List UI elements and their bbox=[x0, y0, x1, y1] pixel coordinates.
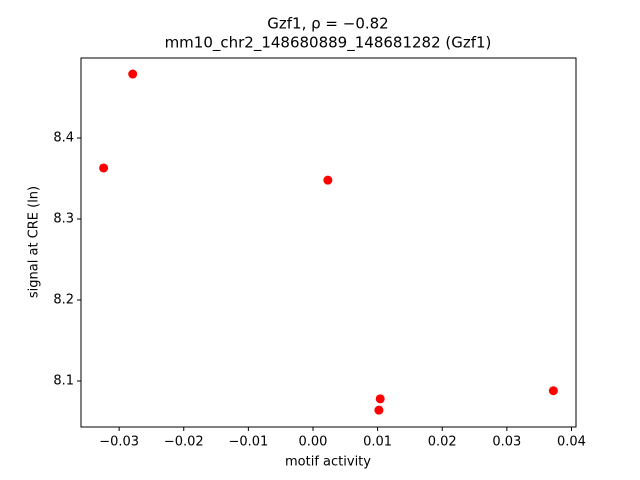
x-tick-label: 0.01 bbox=[363, 435, 392, 450]
y-tick-label: 8.4 bbox=[53, 131, 74, 146]
x-axis-label: motif activity bbox=[285, 455, 371, 470]
point bbox=[323, 175, 333, 185]
chart-title: Gzf1, ρ = −0.82 bbox=[267, 15, 388, 33]
x-tick-label: 0.04 bbox=[557, 435, 586, 450]
point bbox=[374, 405, 384, 415]
point bbox=[375, 394, 385, 404]
x-tick-label: −0.01 bbox=[228, 435, 268, 450]
y-tick-label: 8.1 bbox=[53, 373, 74, 388]
y-tick-label: 8.3 bbox=[53, 212, 74, 227]
x-tick-label: 0.03 bbox=[492, 435, 521, 450]
point bbox=[548, 386, 558, 396]
x-tick-label: 0.02 bbox=[428, 435, 457, 450]
x-tick-label: 0.00 bbox=[299, 435, 328, 450]
point bbox=[128, 69, 138, 79]
chart-subtitle: mm10_chr2_148680889_148681282 (Gzf1) bbox=[165, 34, 492, 53]
y-tick-label: 8.2 bbox=[53, 293, 74, 308]
point bbox=[99, 163, 109, 173]
x-tick-label: −0.03 bbox=[99, 435, 139, 450]
y-axis-label: signal at CRE (ln) bbox=[27, 186, 42, 298]
x-tick-label: −0.02 bbox=[164, 435, 204, 450]
plot-frame bbox=[80, 57, 577, 428]
